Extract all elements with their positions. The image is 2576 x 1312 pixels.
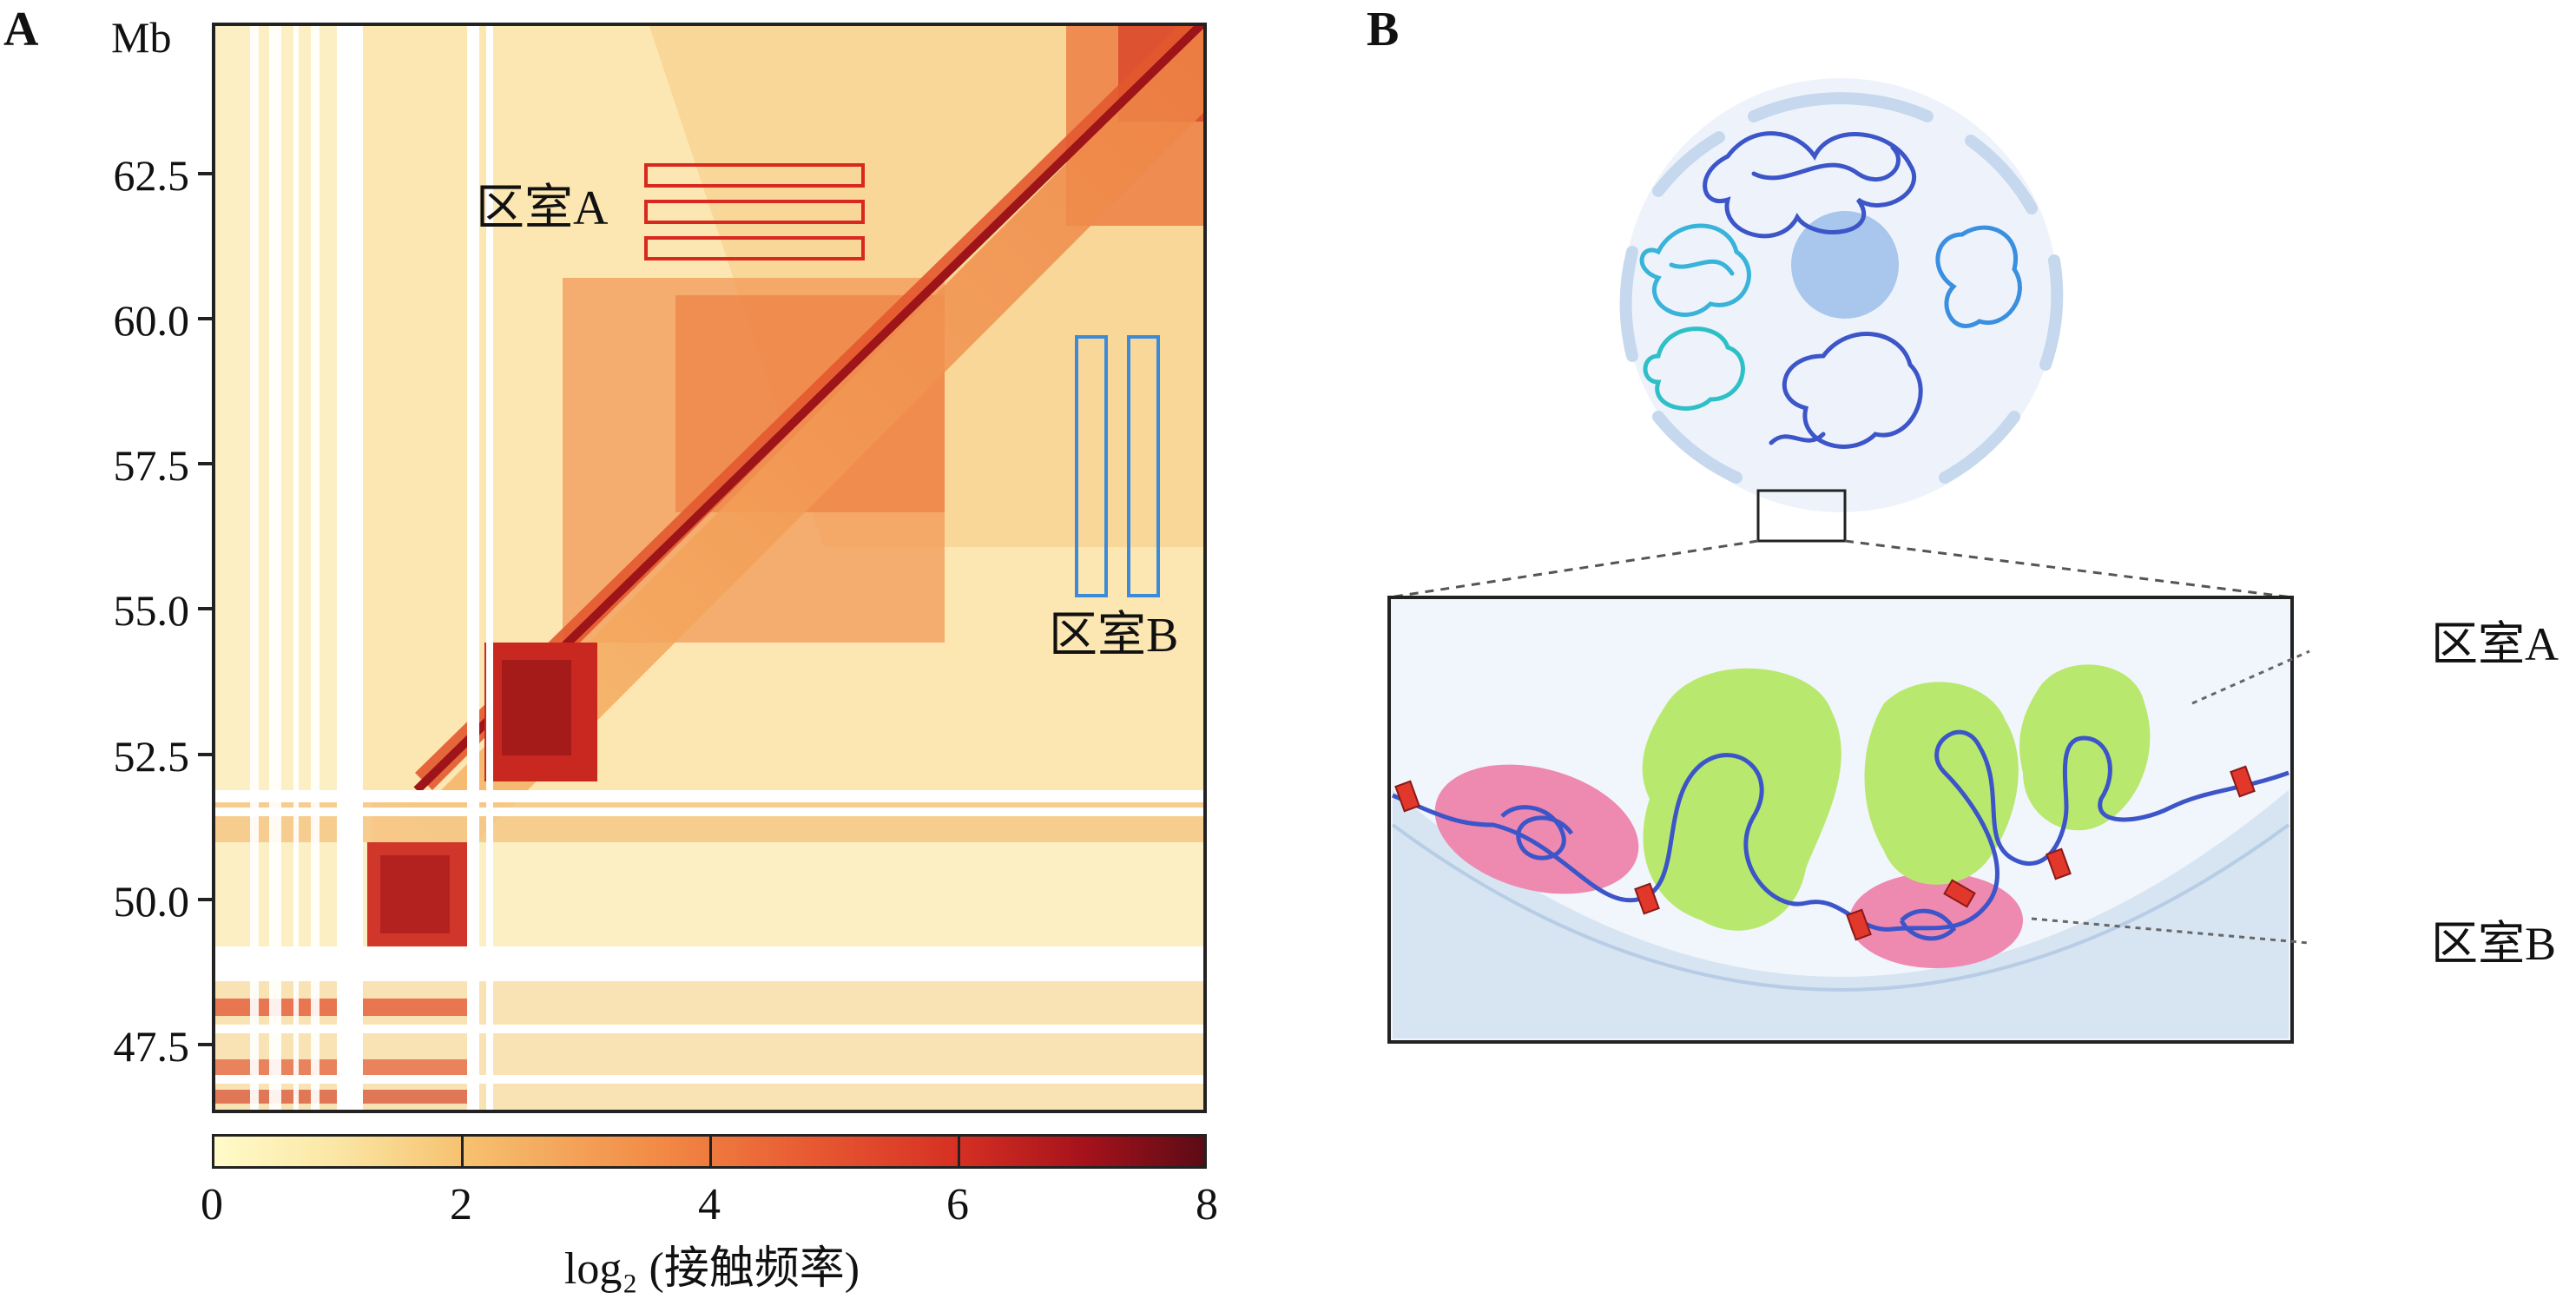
- compartment-a-boxes: [644, 163, 865, 260]
- panel-letter-b: B: [1367, 3, 1400, 56]
- colorbar-tick: [461, 1134, 464, 1169]
- colorbar-tick: [709, 1134, 712, 1169]
- y-tick-label: 62.5: [113, 151, 190, 200]
- compartment-b-blob: [1434, 764, 1639, 894]
- y-tick-label: 57.5: [113, 441, 190, 490]
- colorbar-tick-label: 8: [1196, 1180, 1218, 1230]
- hic-heatmap: [212, 23, 1207, 1113]
- compartment-b-blob: [1849, 873, 2023, 968]
- y-tick-label: 60.0: [113, 296, 190, 345]
- colorbar-tick-label: 6: [946, 1180, 969, 1230]
- zoom-panel: [1387, 596, 2310, 1044]
- chromatin-diagram: [1372, 78, 2576, 1085]
- colorbar-tick-label: 0: [201, 1180, 223, 1230]
- y-tick-mark: [198, 317, 214, 320]
- y-tick-mark: [198, 462, 214, 465]
- y-tick-label: 55.0: [113, 586, 190, 635]
- compartment-b-boxes: [1075, 335, 1160, 597]
- colorbar-title: log₂ (接触频率): [563, 1244, 860, 1294]
- nucleus-illustration: [1619, 78, 2064, 543]
- colorbar-tick: [958, 1134, 960, 1169]
- compartment-a-label-b: 区室A: [2431, 618, 2559, 670]
- y-tick-label: 47.5: [113, 1022, 190, 1071]
- y-tick-mark: [198, 1043, 214, 1046]
- compartment-a-label-a: 区室A: [476, 181, 609, 235]
- y-tick-mark: [198, 753, 214, 756]
- hic-heatmap-graphic: [215, 26, 1203, 1110]
- compartment-b-label-a: 区室B: [1049, 609, 1179, 663]
- chromatin-diagram-graphic: [1387, 78, 2310, 1044]
- panel-letter-a: A: [3, 3, 39, 56]
- compartment-a-blob: [1864, 682, 2019, 885]
- colorbar-tick-label: 4: [698, 1180, 721, 1230]
- nucleolus: [1791, 211, 1899, 319]
- y-tick-mark: [198, 172, 214, 175]
- y-tick-mark: [198, 607, 214, 610]
- y-tick-label: 50.0: [113, 877, 190, 926]
- y-axis-unit: Mb: [111, 13, 172, 62]
- colorbar-tick-label: 2: [450, 1180, 472, 1230]
- compartment-b-label-b: 区室B: [2431, 918, 2557, 970]
- y-tick-mark: [198, 898, 214, 901]
- y-tick-label: 52.5: [113, 732, 190, 781]
- compartment-a-blob: [1642, 668, 1841, 931]
- compartment-a-blob: [2019, 664, 2151, 831]
